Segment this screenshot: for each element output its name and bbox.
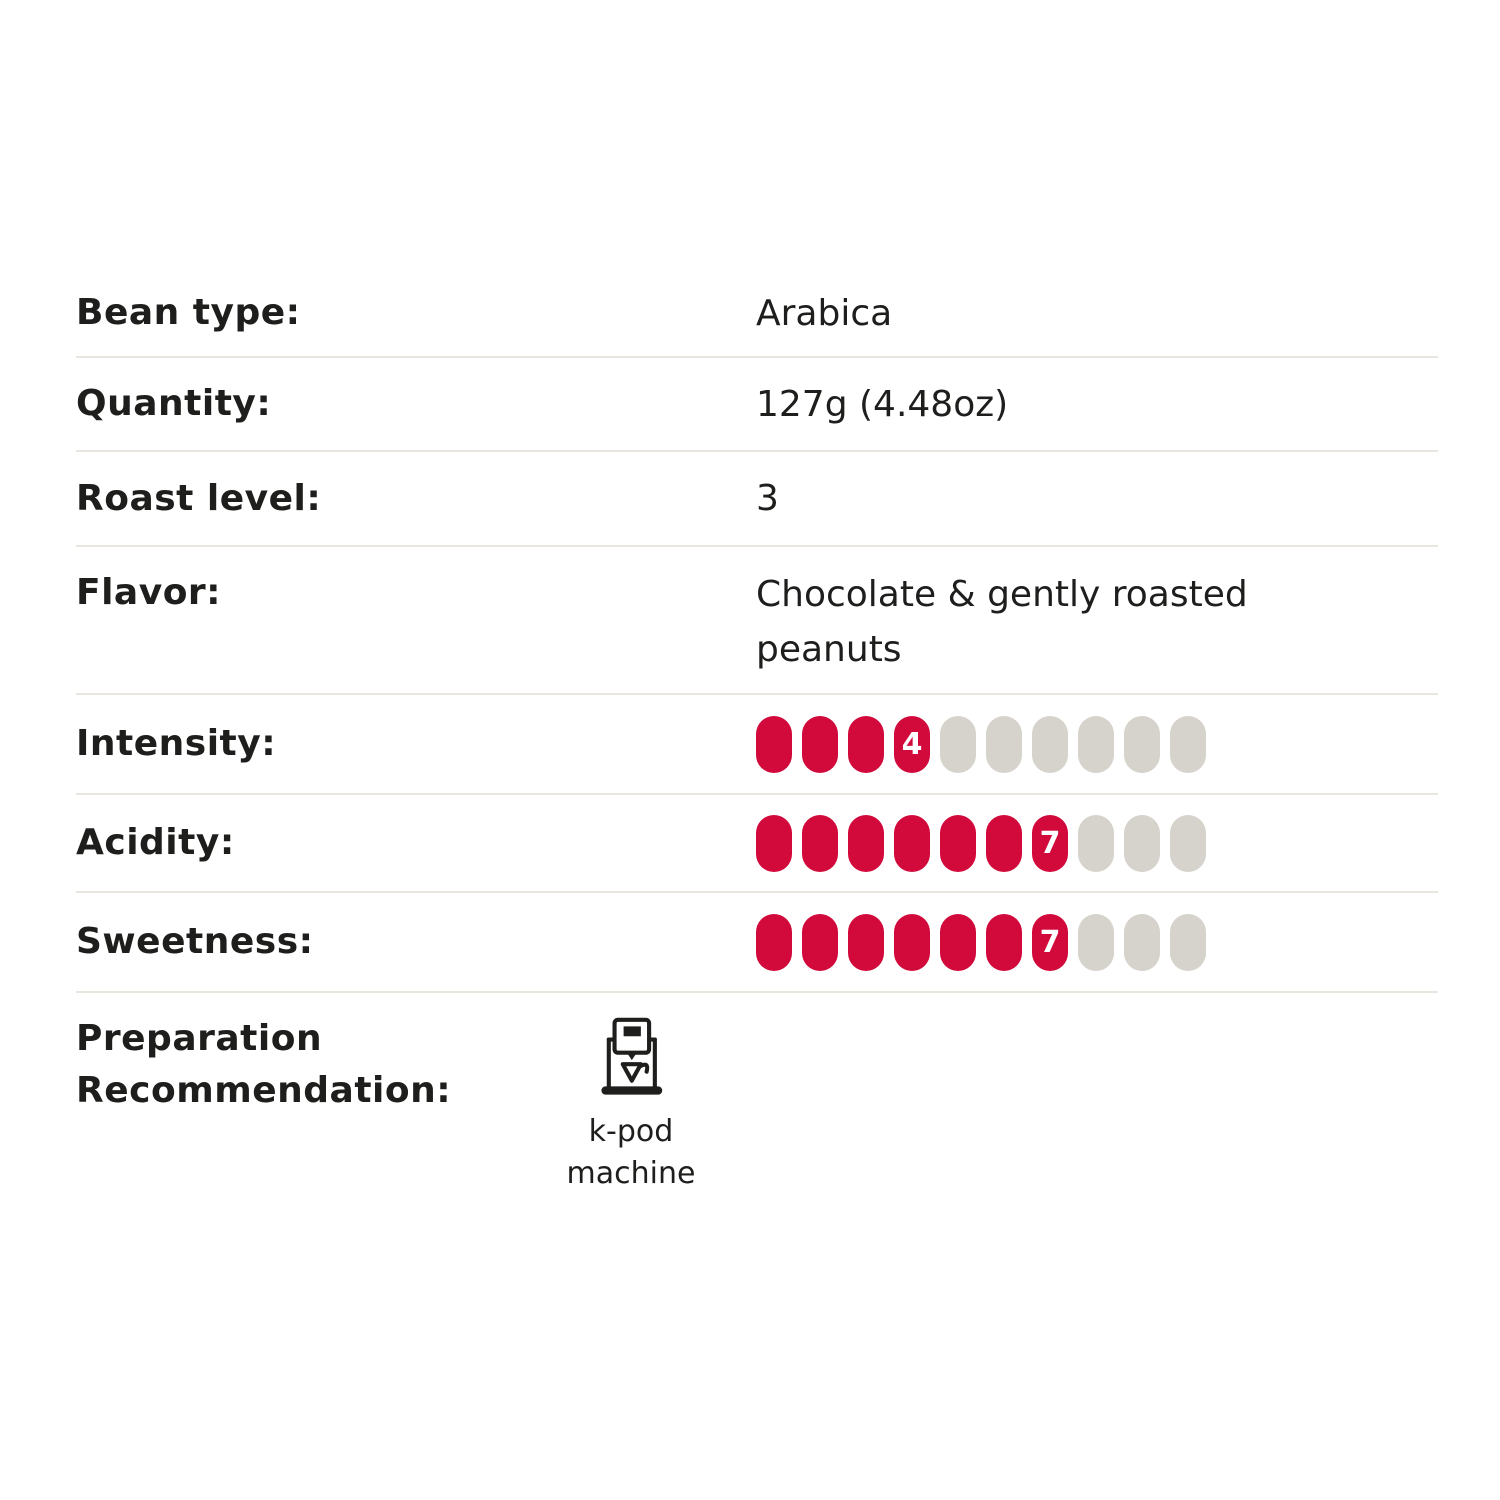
sweetness-pill-6 bbox=[986, 913, 1022, 971]
flavor-label: Flavor: bbox=[76, 572, 222, 613]
sweetness-pill-1 bbox=[756, 913, 792, 971]
spec-row-sweetness: Sweetness: 7 bbox=[76, 893, 1438, 993]
intensity-pill-8 bbox=[1078, 715, 1114, 773]
spec-row-acidity: Acidity: 7 bbox=[76, 795, 1438, 893]
sweetness-pill-9 bbox=[1124, 913, 1160, 971]
intensity-pill-9 bbox=[1124, 715, 1160, 773]
intensity-pill-5 bbox=[940, 715, 976, 773]
intensity-pill-10 bbox=[1170, 715, 1206, 773]
roast-level-label: Roast level: bbox=[76, 477, 322, 519]
intensity-label: Intensity: bbox=[76, 723, 277, 764]
intensity-pill-4: 4 bbox=[894, 715, 930, 773]
acidity-pill-10 bbox=[1170, 814, 1206, 872]
sweetness-pill-3 bbox=[848, 913, 884, 971]
sweetness-value: 7 bbox=[756, 913, 1376, 971]
product-spec-table: Bean type: Arabica Quantity: 127g (4.48o… bbox=[76, 270, 1438, 1208]
roast-level-value: 3 bbox=[756, 478, 779, 519]
acidity-rating: 7 bbox=[756, 814, 1376, 872]
spec-row-preparation: Preparation Recommendation: bbox=[76, 993, 1438, 1208]
preparation-label: Preparation Recommendation: bbox=[76, 1018, 452, 1111]
preparation-recommendation-block: k-pod machine bbox=[536, 1013, 726, 1195]
acidity-pill-5 bbox=[940, 814, 976, 872]
sweetness-pill-7: 7 bbox=[1032, 913, 1068, 971]
preparation-caption-line2: machine bbox=[566, 1156, 696, 1191]
intensity-pill-3 bbox=[848, 715, 884, 773]
preparation-value: k-pod machine bbox=[536, 1013, 1156, 1195]
spec-row-roast-level: Roast level: 3 bbox=[76, 452, 1438, 547]
intensity-pill-1 bbox=[756, 715, 792, 773]
intensity-pill-6 bbox=[986, 715, 1022, 773]
intensity-value: 4 bbox=[756, 715, 1376, 773]
flavor-value: Chocolate & gently roasted peanuts bbox=[756, 574, 1248, 670]
k-pod-machine-icon bbox=[601, 1017, 663, 1095]
acidity-value: 7 bbox=[756, 814, 1376, 872]
acidity-label: Acidity: bbox=[76, 822, 235, 863]
acidity-pill-6 bbox=[986, 814, 1022, 872]
acidity-pill-3 bbox=[848, 814, 884, 872]
sweetness-rating: 7 bbox=[756, 913, 1376, 971]
sweetness-pill-5 bbox=[940, 913, 976, 971]
quantity-value: 127g (4.48oz) bbox=[756, 383, 1009, 425]
acidity-pill-4 bbox=[894, 814, 930, 872]
intensity-pill-2 bbox=[802, 715, 838, 773]
bean-type-label: Bean type: bbox=[76, 292, 301, 333]
preparation-caption: k-pod machine bbox=[567, 1111, 696, 1195]
intensity-pill-7 bbox=[1032, 715, 1068, 773]
preparation-caption-line1: k-pod bbox=[588, 1114, 674, 1149]
sweetness-pill-2 bbox=[802, 913, 838, 971]
quantity-label: Quantity: bbox=[76, 383, 272, 424]
acidity-pill-7: 7 bbox=[1032, 814, 1068, 872]
acidity-pill-9 bbox=[1124, 814, 1160, 872]
spec-row-intensity: Intensity: 4 bbox=[76, 695, 1438, 795]
sweetness-label: Sweetness: bbox=[76, 921, 314, 962]
acidity-pill-2 bbox=[802, 814, 838, 872]
spec-row-bean-type: Bean type: Arabica bbox=[76, 270, 1438, 358]
sweetness-pill-4 bbox=[894, 913, 930, 971]
spec-row-flavor: Flavor: Chocolate & gently roasted peanu… bbox=[76, 547, 1438, 695]
sweetness-pill-10 bbox=[1170, 913, 1206, 971]
bean-type-value: Arabica bbox=[756, 292, 893, 334]
acidity-pill-1 bbox=[756, 814, 792, 872]
acidity-pill-8 bbox=[1078, 814, 1114, 872]
spec-row-quantity: Quantity: 127g (4.48oz) bbox=[76, 358, 1438, 452]
sweetness-pill-8 bbox=[1078, 913, 1114, 971]
intensity-rating: 4 bbox=[756, 715, 1376, 773]
